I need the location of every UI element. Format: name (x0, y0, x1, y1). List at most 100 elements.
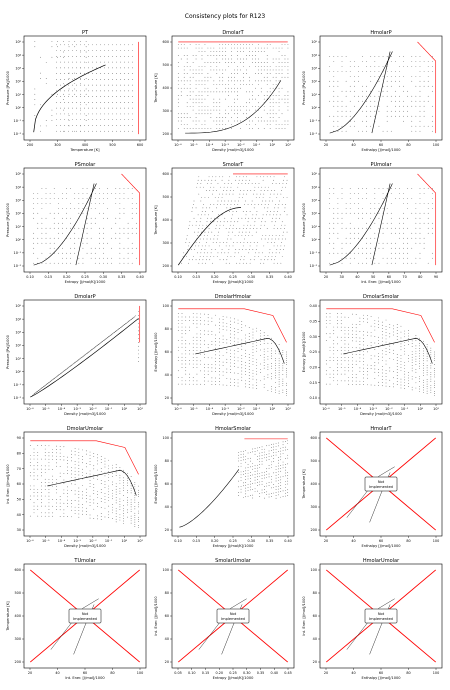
data-point (367, 321, 368, 323)
data-point (210, 255, 211, 257)
data-point (333, 346, 335, 348)
data-point (185, 353, 187, 355)
data-point (362, 70, 363, 72)
data-point (196, 373, 198, 375)
data-point (211, 179, 213, 181)
data-point (241, 342, 243, 344)
data-point (385, 319, 387, 321)
data-point (266, 91, 268, 93)
data-point (407, 105, 409, 107)
data-point (280, 262, 282, 264)
data-point (196, 340, 198, 341)
data-point (219, 76, 221, 78)
data-point (333, 262, 335, 264)
data-point (233, 224, 235, 226)
data-point (63, 509, 65, 511)
x-tick-label: 0.05 (174, 671, 182, 675)
data-point (390, 115, 392, 117)
data-point (72, 113, 73, 115)
data-point (60, 84, 61, 86)
data-point (238, 466, 240, 468)
data-point (97, 475, 98, 477)
y-tick-label: 500 (311, 459, 317, 463)
data-point (329, 313, 331, 314)
data-point (333, 326, 335, 328)
data-point (221, 249, 223, 250)
data-point (201, 91, 203, 93)
data-point (131, 55, 133, 57)
data-point (192, 204, 194, 205)
data-point (341, 105, 343, 107)
data-point (399, 192, 400, 194)
data-point (233, 318, 235, 320)
data-point (348, 326, 350, 328)
data-point (419, 345, 420, 347)
data-point (228, 231, 230, 233)
data-point (103, 202, 104, 204)
data-point (109, 335, 110, 337)
data-point (353, 85, 355, 87)
y-tick-label: 10⁰ (15, 370, 21, 374)
data-point (88, 102, 89, 103)
data-point (119, 232, 121, 234)
data-point (419, 237, 421, 239)
data-point (219, 124, 221, 126)
x-tick-label: 0.30 (100, 275, 108, 279)
data-point (195, 245, 196, 247)
data-point (224, 183, 226, 185)
y-tick-label: 10⁴ (15, 185, 21, 189)
data-point (381, 331, 383, 332)
data-point (267, 377, 269, 378)
data-point (119, 482, 121, 484)
data-point (261, 238, 263, 240)
data-point (241, 364, 243, 366)
data-point (76, 55, 77, 57)
data-point (341, 227, 343, 229)
data-point (96, 345, 97, 347)
data-point (186, 102, 188, 104)
data-point (225, 47, 227, 49)
data-point (273, 262, 275, 264)
data-point (59, 496, 61, 497)
data-point (213, 98, 215, 100)
data-point (363, 380, 364, 382)
data-point (104, 339, 105, 341)
data-point (94, 346, 96, 348)
data-point (56, 130, 57, 132)
data-point (355, 354, 357, 355)
y-tick-label: 0.20 (309, 366, 317, 370)
data-point (86, 212, 88, 214)
data-point (374, 100, 376, 102)
data-point (363, 341, 364, 342)
data-point (275, 443, 277, 444)
data-point (240, 190, 241, 191)
data-point (138, 525, 139, 526)
data-point (195, 44, 197, 45)
data-point (92, 90, 93, 92)
data-point (231, 214, 233, 216)
data-point (116, 113, 117, 115)
data-point (250, 495, 251, 497)
data-point (263, 335, 265, 336)
data-point (241, 217, 243, 219)
data-point (130, 499, 132, 501)
data-point (67, 516, 68, 517)
data-point (333, 70, 335, 72)
data-point (62, 232, 63, 234)
data-point (189, 69, 191, 71)
data-point (76, 113, 77, 115)
data-point (366, 70, 367, 72)
x-axis-label: Entropy [J/mol/K]/1000 (65, 280, 107, 284)
data-point (213, 47, 215, 49)
data-point (104, 73, 105, 74)
data-point (94, 222, 96, 224)
data-point (396, 360, 398, 361)
data-point (123, 192, 125, 194)
data-point (74, 247, 76, 249)
data-point (271, 378, 272, 380)
data-point (97, 460, 98, 462)
data-point (201, 228, 203, 229)
data-point (192, 360, 194, 362)
data-point (358, 217, 359, 219)
data-point (56, 113, 57, 115)
